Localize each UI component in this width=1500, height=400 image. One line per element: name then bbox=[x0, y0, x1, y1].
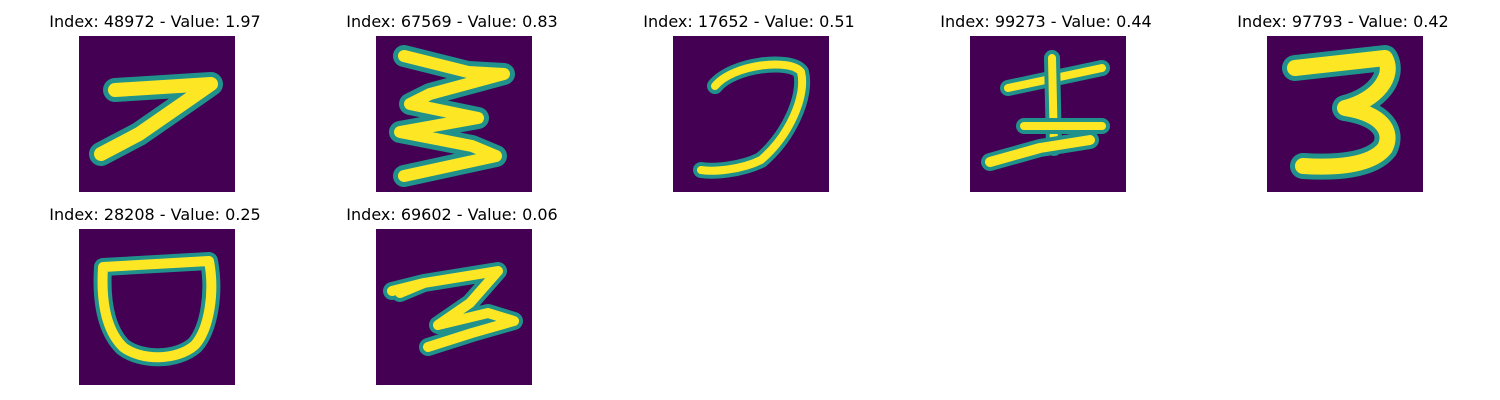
image-panel-7: Index: 69602 - Value: 0.06 bbox=[342, 205, 602, 385]
panel-title: Index: 67569 - Value: 0.83 bbox=[346, 12, 558, 31]
panel-title: Index: 28208 - Value: 0.25 bbox=[49, 205, 261, 224]
image-panel-3: Index: 17652 - Value: 0.51 bbox=[639, 12, 899, 192]
panel-title: Index: 69602 - Value: 0.06 bbox=[346, 205, 558, 224]
digit-image-cup bbox=[79, 229, 235, 385]
digit-image-seven bbox=[79, 36, 235, 192]
image-panel-1: Index: 48972 - Value: 1.97 bbox=[45, 12, 305, 192]
digit-image-three bbox=[1267, 36, 1423, 192]
image-panel-5: Index: 97793 - Value: 0.42 bbox=[1233, 12, 1493, 192]
digit-image-hook bbox=[673, 36, 829, 192]
image-panel-6: Index: 28208 - Value: 0.25 bbox=[45, 205, 305, 385]
panel-title: Index: 97793 - Value: 0.42 bbox=[1237, 12, 1449, 31]
image-panel-2: Index: 67569 - Value: 0.83 bbox=[342, 12, 602, 192]
panel-title: Index: 48972 - Value: 1.97 bbox=[49, 12, 261, 31]
panel-title: Index: 17652 - Value: 0.51 bbox=[643, 12, 855, 31]
digit-image-sideways-e bbox=[376, 36, 532, 192]
digit-image-kanji-like bbox=[970, 36, 1126, 192]
digit-image-zigzag-two bbox=[376, 229, 532, 385]
panel-title: Index: 99273 - Value: 0.44 bbox=[940, 12, 1152, 31]
image-panel-4: Index: 99273 - Value: 0.44 bbox=[936, 12, 1196, 192]
